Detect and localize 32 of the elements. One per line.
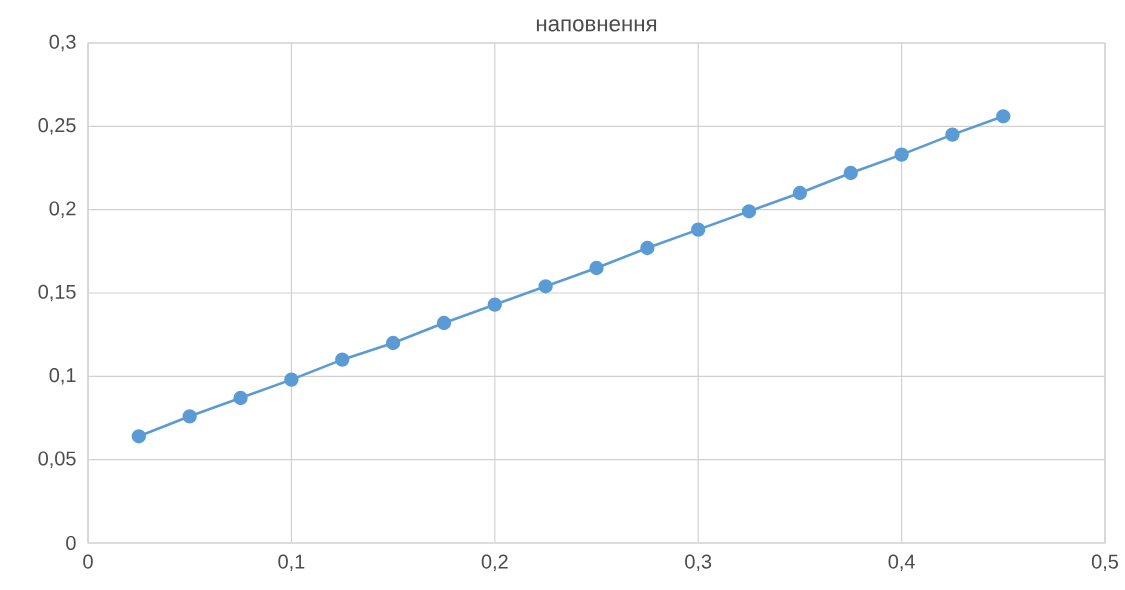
point xyxy=(996,109,1011,124)
x-tick-label: 0,4 xyxy=(888,554,915,571)
point xyxy=(843,165,858,181)
x-tick-label: 0,1 xyxy=(278,554,305,571)
x-tick-label: 0,3 xyxy=(685,554,712,571)
y-tick-label: 0,15 xyxy=(38,284,76,302)
point xyxy=(792,185,808,201)
point xyxy=(487,297,502,312)
y-tick-label: 0,2 xyxy=(49,201,76,218)
point xyxy=(691,222,706,237)
point xyxy=(640,240,655,256)
x-tick-label: 0,2 xyxy=(481,554,508,571)
point xyxy=(436,315,452,331)
point xyxy=(945,127,960,142)
point xyxy=(589,260,604,276)
y-tick-label: 0,3 xyxy=(49,34,76,52)
point xyxy=(741,204,757,219)
point xyxy=(182,409,197,424)
point xyxy=(894,147,909,162)
point xyxy=(233,390,248,406)
x-tick-label: 0 xyxy=(83,554,93,569)
y-tick-label: 0 xyxy=(66,535,76,551)
chart-title: наповнення xyxy=(536,19,657,32)
point xyxy=(385,335,401,351)
x-tick-label: 0,5 xyxy=(1091,554,1118,571)
point xyxy=(131,429,147,444)
point xyxy=(538,279,553,294)
y-tick-label: 0,05 xyxy=(38,451,76,468)
y-tick-label: 0,25 xyxy=(38,118,76,135)
point xyxy=(284,372,299,387)
point xyxy=(335,352,350,367)
y-tick-label: 0,1 xyxy=(49,368,76,385)
